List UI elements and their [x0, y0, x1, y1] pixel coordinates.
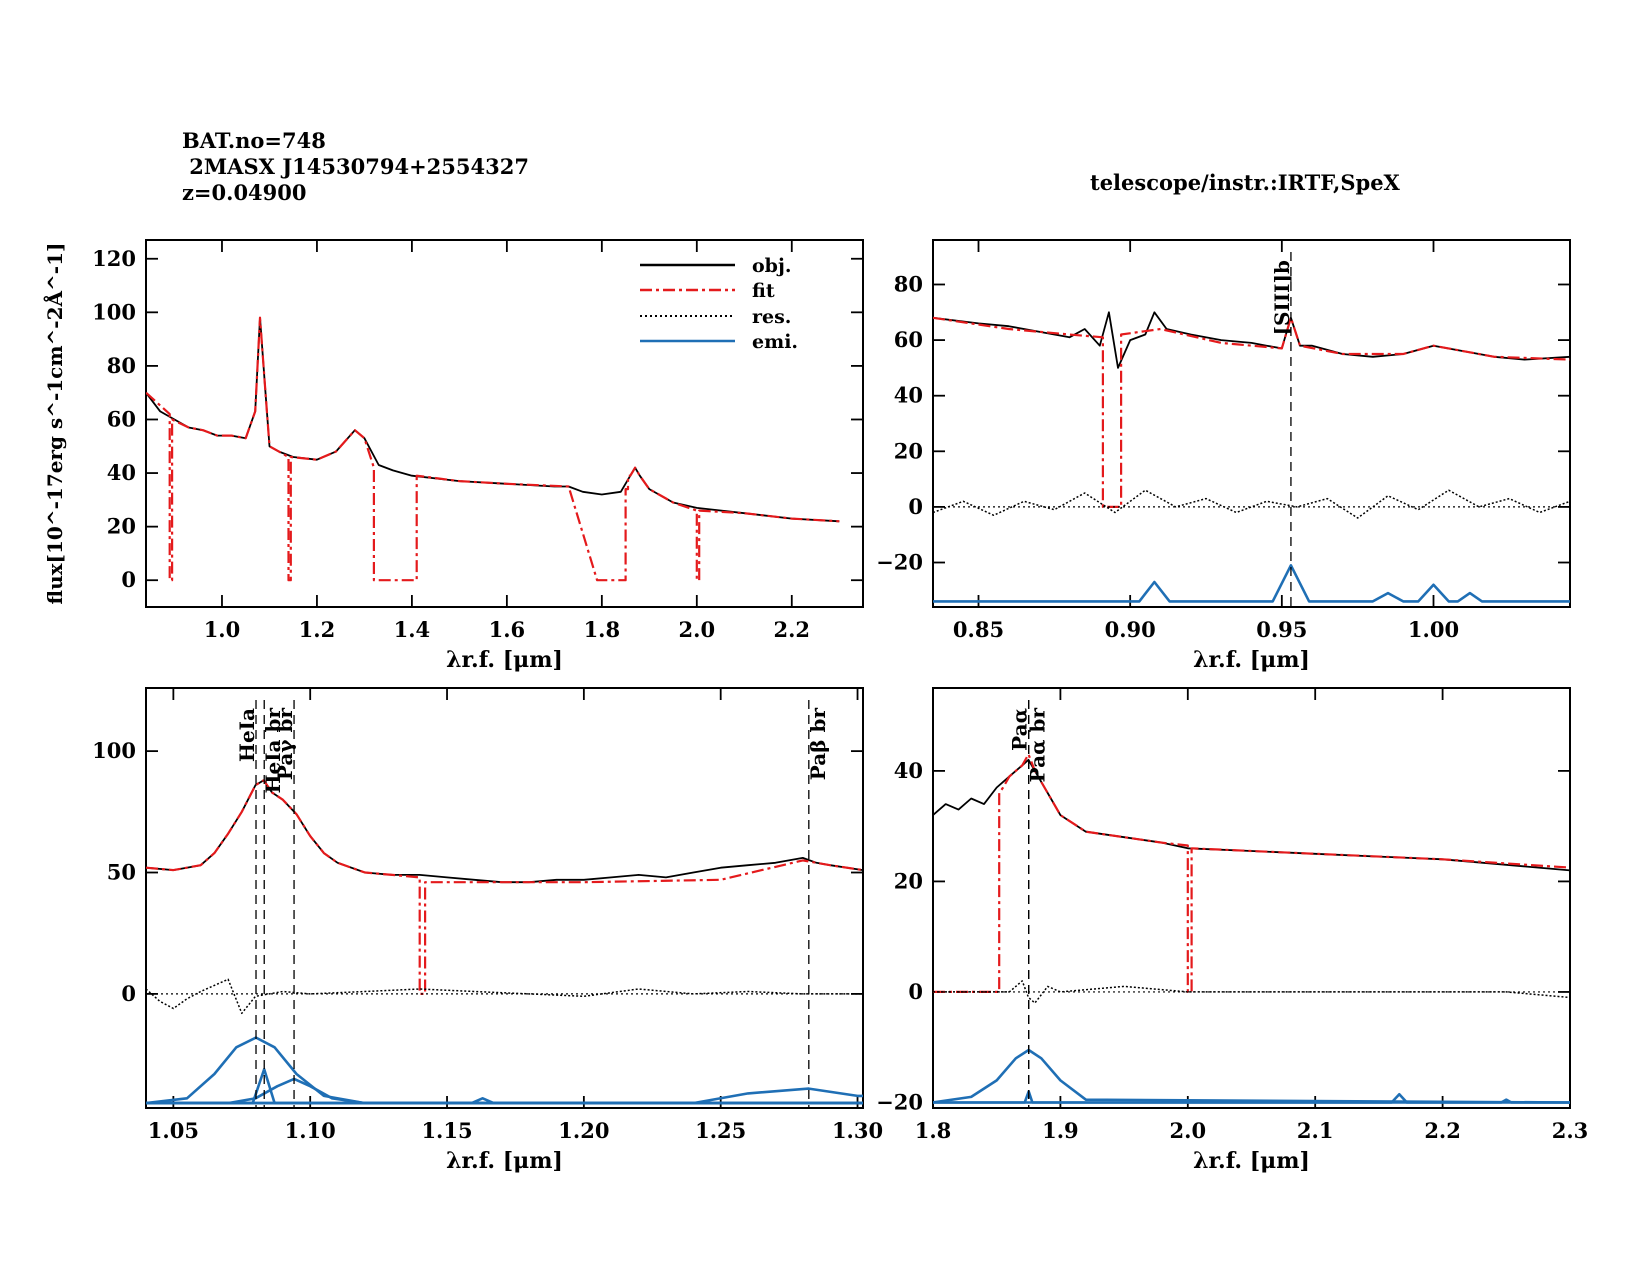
- x-tick-label: 1.0: [204, 617, 241, 642]
- line-marker-label: Paα br: [1026, 708, 1050, 783]
- legend: obj. fit res. emi.: [640, 255, 798, 353]
- x-tick-label: 0.95: [1256, 617, 1307, 642]
- series-emi: [933, 563, 1570, 603]
- series-emi: [933, 1092, 1570, 1104]
- y-tick-label: 20: [894, 868, 923, 893]
- x-tick-label: 1.10: [285, 1118, 336, 1143]
- series-group: [146, 779, 863, 1105]
- x-axis-label: λr.f. [μm]: [1193, 1148, 1310, 1174]
- y-tick-label: 40: [894, 383, 923, 408]
- plot-frame: [145, 687, 864, 1109]
- line-marker-label: Paα: [1008, 708, 1032, 751]
- legend-obj-label: obj.: [752, 255, 791, 277]
- x-axis-label: λr.f. [μm]: [1193, 647, 1310, 673]
- y-tick-label: 50: [107, 860, 136, 885]
- series-fit: [146, 779, 863, 996]
- header-bat-number: BAT.no=748: [182, 128, 326, 153]
- y-axis-label: flux[10^-17erg s^-1cm^-2Å^-1]: [43, 243, 67, 605]
- series-obj: [146, 316, 840, 523]
- y-tick-label: 60: [107, 406, 136, 431]
- series-res: [933, 489, 1570, 519]
- series-fit: [933, 316, 1570, 508]
- x-tick-label: 0.90: [1105, 617, 1156, 642]
- y-tick-label: 60: [894, 327, 923, 352]
- y-tick-label: −20: [876, 1089, 923, 1114]
- series-fit: [933, 753, 1570, 994]
- series-emi: [146, 1087, 863, 1105]
- x-tick-label: 2.2: [774, 617, 811, 642]
- series-obj: [146, 779, 863, 884]
- y-tick-label: 80: [894, 271, 923, 296]
- x-tick-label: 1.05: [148, 1118, 199, 1143]
- x-tick-label: 2.0: [1170, 1118, 1207, 1143]
- header-object-name: 2MASX J14530794+2554327: [182, 154, 529, 179]
- y-tick-label: −20: [876, 550, 923, 575]
- y-tick-label: 40: [894, 758, 923, 783]
- x-tick-label: 2.3: [1552, 1118, 1589, 1143]
- x-tick-label: 0.85: [953, 617, 1004, 642]
- plot-frame: [145, 239, 864, 608]
- x-tick-label: 1.20: [558, 1118, 609, 1143]
- panel-2: 0.85 0.90 0.95 1.00 −20 0 20 40 60 80 λr.f. [μm] [S…: [876, 239, 1571, 673]
- y-tick-label: 20: [894, 438, 923, 463]
- x-tick-label: 2.2: [1424, 1118, 1461, 1143]
- series-fit: [146, 316, 840, 582]
- x-axis-label: λr.f. [μm]: [446, 647, 563, 673]
- x-tick-label: 1.8: [915, 1118, 952, 1143]
- x-tick-label: 1.6: [489, 617, 526, 642]
- series-group: [146, 316, 840, 582]
- x-tick-label: 1.8: [584, 617, 621, 642]
- line-marker-label: HeIa: [235, 708, 259, 762]
- x-axis-label: λr.f. [μm]: [446, 1148, 563, 1174]
- x-tick-label: 2.1: [1297, 1118, 1334, 1143]
- header-redshift: z=0.04900: [182, 180, 307, 205]
- x-tick-label: 1.2: [299, 617, 336, 642]
- line-marker-label: Paγ br: [273, 708, 297, 781]
- x-tick-label: 1.25: [695, 1118, 746, 1143]
- x-tick-label: 1.4: [394, 617, 431, 642]
- series-res: [146, 978, 863, 1015]
- y-tick-label: 120: [92, 246, 136, 271]
- y-tick-label: 80: [107, 353, 136, 378]
- panel-4: 1.8 1.9 2.0 2.1 2.2 2.3 −20 0 20 40 λr.f. [μm] PaαP…: [876, 687, 1589, 1174]
- plot-frame: [932, 239, 1571, 608]
- panel-1: 1.0 1.2 1.4 1.6 1.8 2.0 2.2 0 20 40 60 80 100 120 λr.f…: [43, 239, 864, 673]
- header-instrument: telescope/instr.:IRTF,SpeX: [1090, 170, 1400, 195]
- line-marker-label: Paβ br: [806, 708, 830, 781]
- series-emi: [146, 1067, 863, 1105]
- y-tick-label: 100: [92, 299, 136, 324]
- x-tick-label: 1.30: [832, 1118, 883, 1143]
- x-tick-label: 1.15: [421, 1118, 472, 1143]
- y-tick-label: 0: [908, 979, 923, 1004]
- plot-frame: [932, 687, 1571, 1109]
- x-tick-label: 1.00: [1408, 617, 1459, 642]
- x-tick-label: 2.0: [679, 617, 716, 642]
- y-tick-label: 40: [107, 460, 136, 485]
- panel-3: 1.05 1.10 1.15 1.20 1.25 1.30 0 50 100 λr.f. [μm]…: [92, 687, 883, 1174]
- line-marker-label: [SIII]b: [1270, 260, 1294, 335]
- y-tick-label: 0: [121, 981, 136, 1006]
- x-tick-label: 1.9: [1042, 1118, 1079, 1143]
- legend-emi-label: emi.: [752, 331, 798, 353]
- series-obj: [933, 311, 1570, 369]
- series-group: [933, 311, 1570, 603]
- y-tick-label: 0: [908, 494, 923, 519]
- line-marker-label: HeIa br: [261, 708, 285, 794]
- y-tick-label: 0: [121, 567, 136, 592]
- header-object-info: BAT.no=748 2MASX J14530794+2554327 z=0.0…: [182, 128, 529, 206]
- legend-fit-label: fit: [752, 280, 775, 302]
- panel-layer: 1.0 1.2 1.4 1.6 1.8 2.0 2.2 0 20 40 60 80 100 120 λr.f…: [43, 239, 1589, 1174]
- legend-res-label: res.: [752, 306, 791, 328]
- y-tick-label: 20: [107, 514, 136, 539]
- y-tick-label: 100: [92, 738, 136, 763]
